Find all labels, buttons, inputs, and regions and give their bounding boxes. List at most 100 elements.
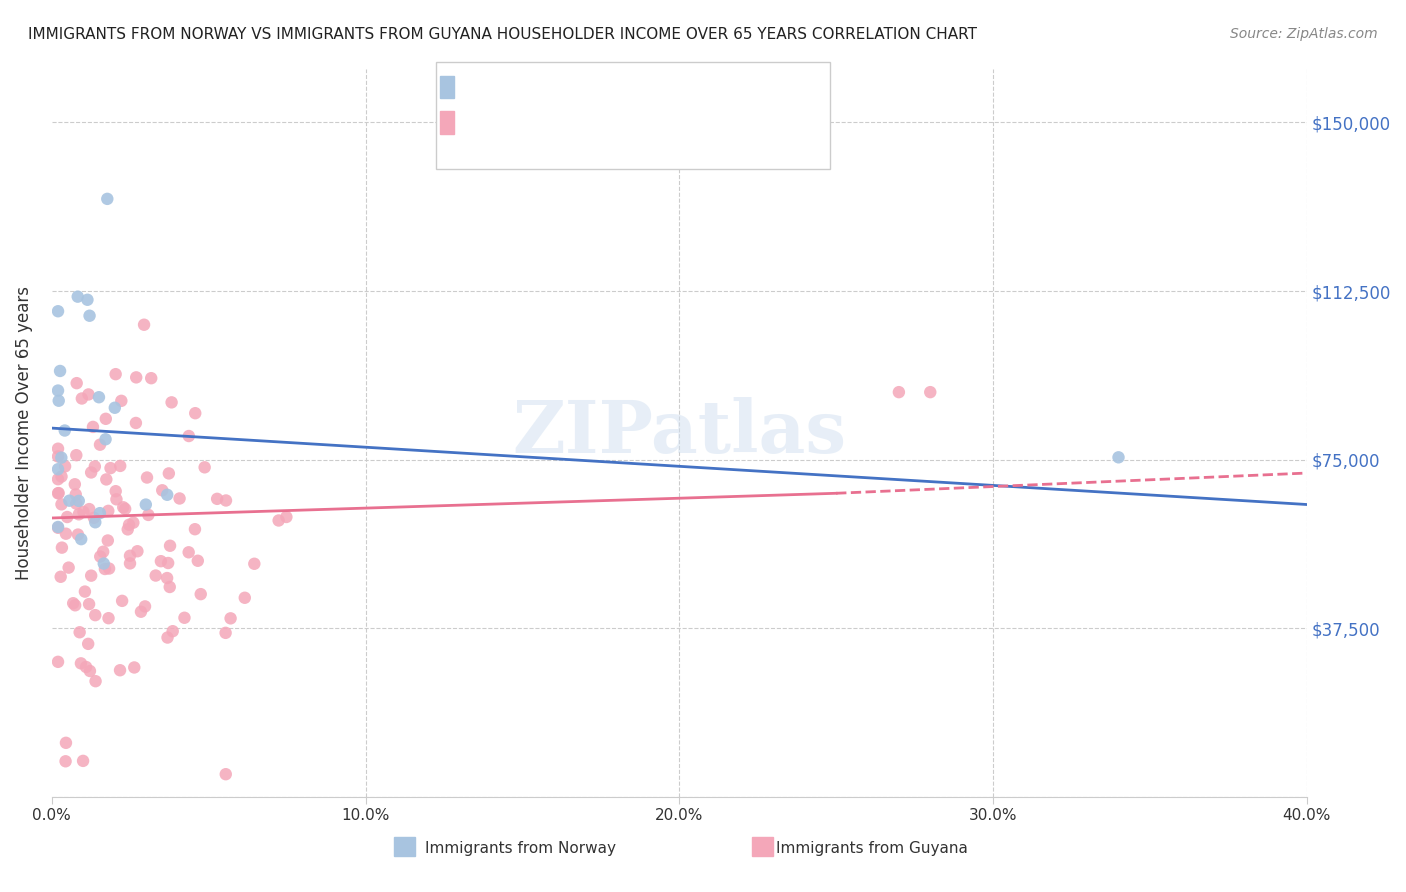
Text: Source: ZipAtlas.com: Source: ZipAtlas.com (1230, 27, 1378, 41)
Point (58, 560, 80, 574)
Point (94, 412, 117, 426)
Point (80, 466, 103, 480)
Point (145, 568, 167, 582)
Point (83, 510, 105, 524)
Text: ZIPatlas: ZIPatlas (512, 397, 846, 468)
Text: 111: 111 (644, 120, 682, 138)
Point (118, 517, 141, 532)
Point (77, 387, 100, 401)
Point (79, 664, 101, 678)
Point (177, 429, 200, 443)
Point (118, 549, 141, 563)
Point (173, 611, 195, 625)
Point (89, 438, 111, 452)
Point (70, 532, 93, 546)
Point (72, 754, 94, 768)
Point (72, 505, 94, 519)
Point (79, 309, 101, 323)
Text: -0.099: -0.099 (513, 85, 578, 103)
Point (1108, 450, 1130, 465)
Point (141, 371, 163, 385)
Text: N =: N = (598, 120, 634, 138)
Point (89, 506, 111, 520)
Point (138, 508, 160, 522)
Point (129, 605, 152, 619)
Text: 24: 24 (644, 85, 669, 103)
Point (94, 562, 117, 576)
Point (920, 385, 942, 400)
Point (110, 458, 132, 473)
Point (132, 318, 155, 332)
Point (46, 521, 69, 535)
Text: N =: N = (598, 85, 634, 103)
Point (157, 556, 180, 570)
Point (63, 599, 86, 613)
Point (65, 497, 87, 511)
Point (215, 767, 238, 781)
Point (125, 416, 148, 430)
Point (194, 460, 217, 475)
Point (84, 608, 107, 623)
Point (66, 290, 89, 304)
Point (84, 674, 107, 689)
Point (110, 393, 132, 408)
Point (46, 384, 69, 398)
Point (156, 631, 179, 645)
Point (51, 450, 73, 465)
Point (157, 467, 180, 481)
Point (98, 561, 121, 575)
Point (214, 625, 236, 640)
Point (46, 520, 69, 534)
Point (76, 293, 98, 307)
Point (117, 522, 139, 536)
Point (160, 395, 183, 409)
Point (46, 304, 69, 318)
Point (136, 470, 159, 484)
Point (177, 545, 200, 559)
Point (215, 493, 238, 508)
Point (127, 544, 149, 558)
Point (82, 420, 104, 434)
Point (63, 477, 86, 491)
Point (184, 406, 207, 420)
Point (114, 502, 136, 516)
Point (77, 502, 100, 516)
Point (77, 637, 100, 651)
Point (46, 655, 69, 669)
Point (118, 557, 141, 571)
Point (91, 545, 114, 559)
Point (69, 625, 91, 640)
Point (87, 390, 110, 404)
Point (96, 472, 118, 486)
Point (104, 367, 127, 381)
Point (125, 370, 148, 384)
Point (190, 587, 212, 601)
Point (83, 459, 105, 474)
Point (887, 385, 910, 400)
Point (66, 376, 89, 391)
Point (112, 500, 135, 515)
Point (187, 554, 209, 568)
Point (159, 539, 181, 553)
Text: 0.103: 0.103 (513, 120, 569, 138)
Point (67, 494, 90, 508)
Point (51, 541, 73, 555)
Point (46, 462, 69, 476)
Point (184, 522, 207, 536)
Point (62, 596, 84, 610)
Point (55, 754, 77, 768)
Point (111, 594, 134, 608)
Point (66, 527, 89, 541)
Point (205, 491, 228, 506)
Point (276, 510, 298, 524)
Point (97, 533, 120, 548)
Point (134, 599, 156, 614)
Text: Immigrants from Norway: Immigrants from Norway (425, 841, 616, 856)
Point (53, 459, 76, 474)
Point (243, 557, 266, 571)
Point (219, 611, 242, 625)
Point (97, 611, 120, 625)
Point (73, 584, 96, 599)
Point (65, 448, 87, 462)
Point (97, 504, 120, 518)
